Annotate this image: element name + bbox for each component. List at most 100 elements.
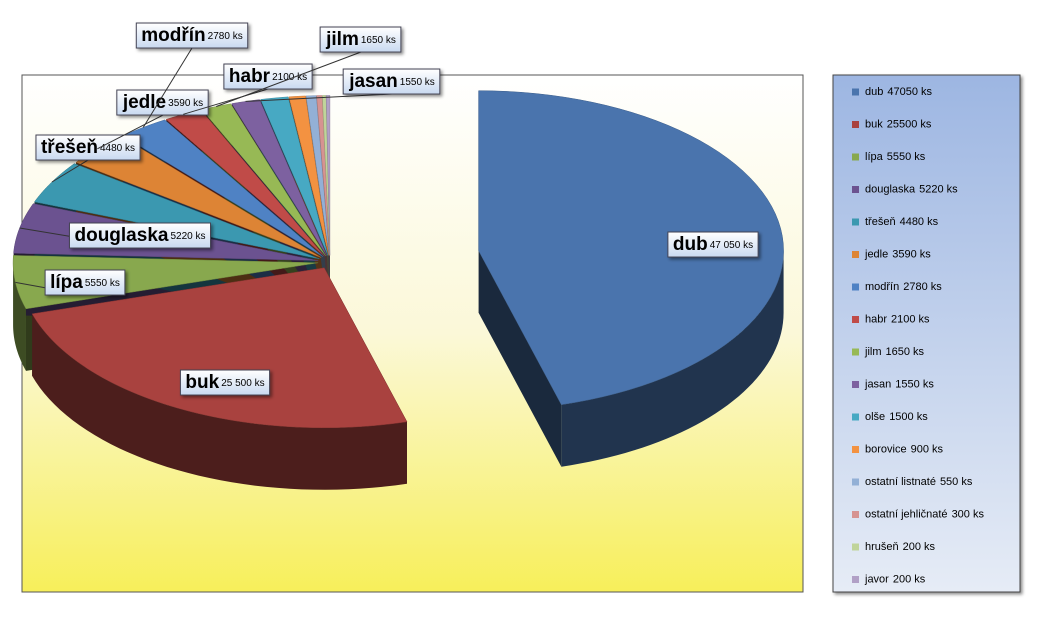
legend-value: 1500 ks xyxy=(889,411,928,423)
legend-category: buk xyxy=(865,118,883,130)
data-label: lípa 5550 ks xyxy=(15,269,126,296)
legend-value: 1550 ks xyxy=(895,378,934,390)
slice-side xyxy=(13,262,26,371)
data-labels: dub 47 050 ks buk 25 500 ks lípa 5550 ks dougl… xyxy=(15,22,759,396)
data-label-text: jilm 1650 ks xyxy=(325,29,396,50)
slice-side xyxy=(32,313,407,490)
label-box xyxy=(35,134,141,161)
label-box xyxy=(44,269,126,296)
legend-value: 2780 ks xyxy=(903,281,942,293)
data-label: dub 47 050 ks xyxy=(667,231,759,258)
legend-value: 5550 ks xyxy=(887,151,926,163)
slice-wall xyxy=(478,250,562,467)
category-name: dub xyxy=(673,234,708,255)
legend-value: 550 ks xyxy=(940,476,973,488)
category-name: třešeň xyxy=(41,137,98,158)
legend-value: 3590 ks xyxy=(892,248,931,260)
category-name: jasan xyxy=(348,71,398,92)
legend-swatch xyxy=(852,121,859,128)
legend-swatch xyxy=(852,511,859,518)
slice xyxy=(325,95,331,256)
legend-swatch xyxy=(852,283,859,291)
legend-value: 200 ks xyxy=(903,541,936,553)
slice xyxy=(322,95,331,256)
legend-category: hrušeň xyxy=(865,541,899,553)
data-label: jilm 1650 ks xyxy=(216,26,402,107)
legend-swatch xyxy=(852,88,859,96)
legend-value: 300 ks xyxy=(952,508,985,520)
value-label: 5220 ks xyxy=(170,231,205,242)
data-label-text: habr 2100 ks xyxy=(229,66,307,87)
legend-swatch xyxy=(852,348,859,356)
legend-value: 2100 ks xyxy=(891,313,930,325)
legend-value: 1650 ks xyxy=(886,346,925,358)
legend-category: javor xyxy=(864,573,889,585)
category-name: jilm xyxy=(325,29,359,50)
legend-value: 5220 ks xyxy=(919,183,958,195)
legend-label: ostatní jehličnaté 300 ks xyxy=(865,508,984,520)
value-label: 5550 ks xyxy=(85,278,120,289)
slice xyxy=(305,95,330,256)
legend-swatch xyxy=(852,316,859,323)
legend-category: jilm xyxy=(864,346,882,358)
legend-label: jasan 1550 ks xyxy=(864,378,934,390)
legend-swatch xyxy=(852,576,859,583)
value-label: 3590 ks xyxy=(168,98,203,109)
legend-category: jedle xyxy=(864,248,888,260)
data-label-text: jasan 1550 ks xyxy=(348,71,435,92)
label-box xyxy=(667,231,759,258)
value-label: 2780 ks xyxy=(208,31,243,42)
slice xyxy=(260,96,329,256)
leader-line xyxy=(51,159,89,183)
leader-line xyxy=(183,88,269,115)
legend-label: buk 25500 ks xyxy=(865,118,932,130)
legend-label: třešeň 4480 ks xyxy=(865,216,939,228)
legend-value: 25500 ks xyxy=(887,118,932,130)
slice-tops xyxy=(12,90,784,429)
legend-category: habr xyxy=(865,313,887,325)
leader-line xyxy=(142,47,193,128)
value-label: 4480 ks xyxy=(100,143,135,154)
leader-line xyxy=(216,51,362,107)
legend-category: dub xyxy=(865,86,883,98)
data-label-text: buk 25 500 ks xyxy=(185,372,264,393)
label-box xyxy=(116,89,209,116)
legend xyxy=(832,74,1021,593)
category-name: modřín xyxy=(141,25,205,46)
slice xyxy=(316,95,330,256)
legend-label: olše 1500 ks xyxy=(865,411,928,423)
value-label: 1550 ks xyxy=(400,77,435,88)
data-label: habr 2100 ks xyxy=(183,63,313,115)
legend-label: lípa 5550 ks xyxy=(865,151,926,163)
legend-label: javor 200 ks xyxy=(864,573,926,585)
data-label-text: dub 47 050 ks xyxy=(673,234,753,255)
legend-label: ostatní listnaté 550 ks xyxy=(865,476,973,488)
legend-swatch xyxy=(852,251,859,258)
legend-swatch xyxy=(852,186,859,193)
legend-value: 900 ks xyxy=(911,443,944,455)
legend-value: 200 ks xyxy=(893,573,926,585)
legend-swatch xyxy=(852,381,859,388)
legend-swatch xyxy=(852,478,859,486)
legend-category: douglaska xyxy=(865,183,916,195)
category-name: buk xyxy=(185,372,219,393)
legend-category: olše xyxy=(865,411,885,423)
label-box xyxy=(319,26,402,53)
label-box xyxy=(179,369,271,396)
legend-category: třešeň xyxy=(865,216,896,228)
legend-category: ostatní jehličnaté xyxy=(865,508,948,520)
legend-swatch xyxy=(852,446,859,453)
slice xyxy=(478,90,784,405)
slice xyxy=(288,95,330,256)
category-name: lípa xyxy=(50,272,83,293)
value-label: 1650 ks xyxy=(361,35,396,46)
leader-line xyxy=(97,114,164,150)
data-label-text: lípa 5550 ks xyxy=(50,272,120,293)
category-name: douglaska xyxy=(74,225,168,246)
legend-swatch xyxy=(852,153,859,161)
legend-category: jasan xyxy=(864,378,891,390)
category-name: jedle xyxy=(122,92,166,113)
data-label-text: modřín 2780 ks xyxy=(141,25,242,46)
legend-entries: dub 47050 ks buk 25500 ks lípa 5550 ks douglas… xyxy=(852,86,984,585)
